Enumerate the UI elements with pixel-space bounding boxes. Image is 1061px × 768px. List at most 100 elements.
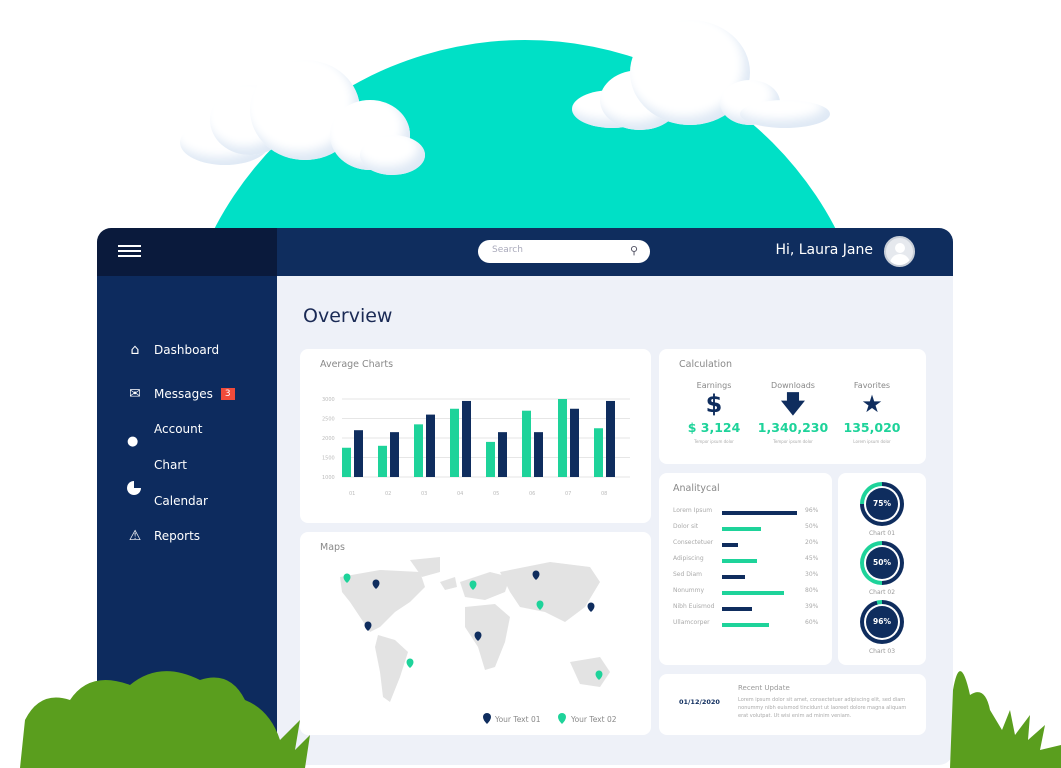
x-tick-label: 02 xyxy=(385,491,391,497)
favorites-stat: Favorites ★ 135,020 Lorem ipsum dolor xyxy=(827,381,917,444)
sidebar-item-label: Messages xyxy=(154,387,213,401)
avatar[interactable] xyxy=(884,236,915,267)
row-percent: 39% xyxy=(805,603,819,610)
row-percent: 30% xyxy=(805,571,819,578)
map-pin-icon[interactable] xyxy=(343,573,351,584)
y-tick-label: 3000 xyxy=(322,397,335,403)
world-map: Your Text 01 Your Text 02 xyxy=(340,557,617,724)
map-pin-icon[interactable] xyxy=(587,602,595,613)
bar xyxy=(534,432,543,477)
sidebar-item-dashboard[interactable]: ⌂ Dashboard xyxy=(125,342,220,358)
stat-caption: Tempor ipsum dolor xyxy=(773,439,813,444)
progress-bar xyxy=(722,607,753,611)
bar xyxy=(570,408,579,477)
recent-update-card: 01/12/2020 Recent Update Lorem ipsum dol… xyxy=(659,674,926,735)
x-tick-label: 01 xyxy=(349,491,355,497)
map-pin-icon[interactable] xyxy=(595,670,603,681)
menu-bar xyxy=(97,228,277,276)
maps-card: Maps Your Text 01 Your Text 02 xyxy=(300,532,651,735)
map-pin-icon[interactable] xyxy=(474,631,482,642)
legend-pin-icon xyxy=(558,713,566,724)
map-pin-icon[interactable] xyxy=(469,580,477,591)
progress-bar xyxy=(722,543,738,547)
search-placeholder: Search xyxy=(492,245,523,255)
search-icon[interactable]: ⚲ xyxy=(629,244,638,257)
update-text: Lorem ipsum dolor sit amet, consectetuer… xyxy=(738,697,907,719)
stat-caption: Tempor ipsum dolor xyxy=(694,439,734,444)
bar xyxy=(450,408,459,477)
bar xyxy=(414,424,423,477)
search-input[interactable]: Search ⚲ xyxy=(478,240,650,263)
map-pin-icon[interactable] xyxy=(536,600,544,611)
download-arrow-icon: 🡇 xyxy=(780,390,806,418)
row-percent: 50% xyxy=(805,523,819,530)
bar xyxy=(498,432,507,477)
row-percent: 45% xyxy=(805,555,819,562)
stat-label: Downloads xyxy=(771,381,815,390)
bar xyxy=(390,432,399,477)
donut-charts-card: 75% Chart 01 50% Chart 02 96% Chart 03 xyxy=(838,473,926,665)
donut-chart: 50% xyxy=(860,541,904,585)
sidebar-item-account[interactable]: Account xyxy=(125,422,202,436)
hamburger-menu-icon[interactable] xyxy=(97,228,167,276)
map-pin-icon[interactable] xyxy=(532,570,540,581)
card-title: Calculation xyxy=(679,359,732,370)
sidebar-item-calendar[interactable]: Calendar xyxy=(125,494,208,508)
stat-value: 1,340,230 xyxy=(757,420,829,435)
y-tick-label: 1000 xyxy=(322,475,335,481)
progress-bar xyxy=(722,527,761,531)
top-header: Search ⚲ Hi, Laura Jane xyxy=(277,228,953,276)
y-tick-label: 2500 xyxy=(322,417,335,423)
update-date: 01/12/2020 xyxy=(679,698,720,706)
progress-bar xyxy=(722,559,758,563)
legend-pin-icon xyxy=(483,713,491,724)
mail-icon: ✉ xyxy=(129,386,141,402)
map-pin-icon[interactable] xyxy=(372,579,380,590)
x-tick-label: 06 xyxy=(529,491,535,497)
sidebar-item-chart[interactable]: Chart xyxy=(125,458,187,472)
map-pin-icon[interactable] xyxy=(406,658,414,669)
sidebar-item-messages[interactable]: ✉ Messages 3 xyxy=(125,386,235,402)
bar xyxy=(558,399,567,477)
donut-value: 75% xyxy=(866,488,898,520)
donut-label: Chart 02 xyxy=(868,589,896,596)
earnings-stat: Earnings $ $ 3,124 Tempor ipsum dolor xyxy=(669,381,759,444)
progress-bar xyxy=(722,511,797,515)
dollar-icon: $ xyxy=(705,390,723,418)
stat-label: Favorites xyxy=(853,381,891,390)
analytical-row: Dolor sit 50% xyxy=(673,523,833,533)
row-label: Dolor sit xyxy=(673,523,699,530)
sidebar-item-label: Account xyxy=(154,422,203,436)
map-legend: Your Text 01 Your Text 02 xyxy=(483,713,617,724)
bar xyxy=(462,400,471,477)
donut-chart: 96% xyxy=(860,600,904,644)
analytical-row: Ullamcorper 60% xyxy=(673,619,833,629)
home-icon: ⌂ xyxy=(130,342,140,358)
card-title: Average Charts xyxy=(320,359,394,370)
x-tick-label: 03 xyxy=(421,491,427,497)
row-label: Nibh Euismod xyxy=(673,603,715,610)
donut-value: 96% xyxy=(866,606,898,638)
legend-label: Your Text 02 xyxy=(570,715,617,724)
page-title: Overview xyxy=(303,305,393,327)
donut-label: Chart 01 xyxy=(868,530,896,537)
x-tick-label: 04 xyxy=(457,491,463,497)
row-label: Ullamcorper xyxy=(673,619,710,626)
dashboard-window: Search ⚲ Hi, Laura Jane ⌂ Dashboard ✉ Mess… xyxy=(97,228,953,765)
legend-label: Your Text 01 xyxy=(494,715,541,724)
y-tick-label: 1500 xyxy=(322,456,335,462)
calculation-card: Calculation Earnings $ $ 3,124 Tempor ipsum… xyxy=(659,349,926,464)
row-percent: 96% xyxy=(805,507,819,514)
x-tick-label: 05 xyxy=(493,491,499,497)
row-label: Nonummy xyxy=(673,587,705,594)
row-label: Lorem Ipsum xyxy=(673,507,713,514)
map-pin-icon[interactable] xyxy=(364,621,372,632)
stat-label: Earnings xyxy=(696,381,732,390)
row-percent: 20% xyxy=(805,539,819,546)
sidebar-item-reports[interactable]: ⚠ Reports xyxy=(125,528,200,544)
x-tick-label: 08 xyxy=(601,491,607,497)
message-count-badge: 3 xyxy=(220,388,235,400)
progress-bar xyxy=(722,575,746,579)
sidebar-item-label: Reports xyxy=(154,529,201,543)
bar xyxy=(594,428,603,477)
